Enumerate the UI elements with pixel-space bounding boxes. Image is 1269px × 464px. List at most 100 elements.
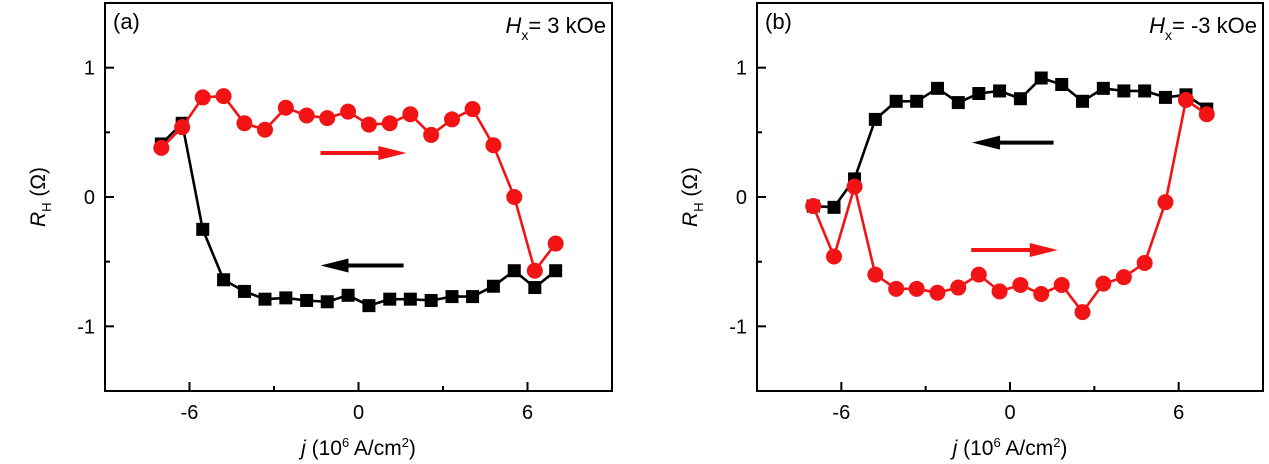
data-point-circle xyxy=(444,111,461,128)
x-axis-unit: ) xyxy=(1060,437,1067,460)
data-point-circle xyxy=(174,119,191,136)
x-axis-label: j (106 A/cm2) xyxy=(950,435,1068,460)
x-tick-label: 0 xyxy=(1004,402,1015,424)
y-tick-label: -1 xyxy=(729,316,747,338)
field-symbol: H xyxy=(505,13,521,38)
arrow-head xyxy=(972,135,1001,150)
data-point-circle xyxy=(1095,275,1112,292)
data-point-circle xyxy=(1053,276,1070,293)
data-point-square xyxy=(549,264,563,278)
x-tick-label: 6 xyxy=(1173,402,1184,424)
data-point-square xyxy=(486,279,500,293)
data-point-square xyxy=(972,87,986,101)
y-tick-label: 0 xyxy=(84,187,95,209)
field-annotation: Hx= 3 kOe xyxy=(505,13,606,43)
data-point-square xyxy=(341,288,355,302)
data-point-circle xyxy=(846,178,863,195)
x-axis-superscript: 2 xyxy=(1053,435,1060,450)
x-axis-symbol: j xyxy=(298,437,307,460)
data-point-circle xyxy=(1033,286,1050,302)
arrow-head xyxy=(320,258,349,273)
data-point-square xyxy=(237,284,251,298)
arrow-left-icon xyxy=(320,258,404,273)
y-axis-subscript: H xyxy=(691,202,706,211)
plot-frame xyxy=(104,2,613,392)
y-tick-label: 1 xyxy=(736,58,747,80)
y-tick-label: 0 xyxy=(736,187,747,209)
x-axis-superscript: 2 xyxy=(402,435,409,450)
data-point-square xyxy=(1034,71,1048,85)
data-point-square xyxy=(507,264,521,278)
arrow-right-icon xyxy=(971,243,1058,258)
series-line xyxy=(160,94,557,273)
data-point-square xyxy=(951,96,965,110)
data-point-circle xyxy=(1177,92,1194,108)
field-subscript: x xyxy=(1165,27,1172,43)
plot-frame xyxy=(756,2,1264,392)
y-axis-label: RH (Ω) xyxy=(27,167,54,227)
panel-label: (a) xyxy=(113,9,140,34)
data-point-circle xyxy=(1115,269,1132,286)
data-point-square xyxy=(217,273,231,287)
data-point-circle xyxy=(1012,276,1029,293)
field-annotation: Hx= -3 kOe xyxy=(1149,13,1257,43)
x-tick-label: -6 xyxy=(181,402,199,424)
data-point-square xyxy=(424,293,438,307)
data-point-circle xyxy=(153,139,170,156)
data-point-square xyxy=(1076,94,1090,108)
data-point-circle xyxy=(464,101,481,118)
series-square xyxy=(806,71,1214,214)
data-point-square xyxy=(993,84,1007,98)
y-tick-label: 1 xyxy=(84,58,95,80)
data-point-square xyxy=(466,290,480,304)
data-point-square xyxy=(1138,84,1152,98)
y-axis-symbol: R xyxy=(27,212,50,227)
data-point-circle xyxy=(867,266,884,283)
data-point-square xyxy=(827,200,841,214)
series-circle xyxy=(805,92,1215,321)
field-symbol: H xyxy=(1149,13,1165,38)
data-point-square xyxy=(362,299,376,313)
data-point-circle xyxy=(256,121,273,138)
data-point-circle xyxy=(298,107,315,124)
data-point-circle xyxy=(888,280,905,297)
data-point-square xyxy=(300,293,314,307)
y-axis-unit: (Ω) xyxy=(27,167,50,203)
data-point-circle xyxy=(1136,254,1153,271)
data-point-square xyxy=(1096,81,1110,95)
data-point-circle xyxy=(319,110,336,127)
arrow-left-icon xyxy=(972,135,1054,150)
arrow-head xyxy=(1029,243,1058,258)
x-axis-unit: A/cm xyxy=(349,437,402,460)
data-point-square xyxy=(279,291,293,305)
x-axis-symbol: j xyxy=(950,437,959,460)
x-axis-superscript: 6 xyxy=(993,435,1000,450)
data-point-square xyxy=(1158,90,1172,104)
series-circle xyxy=(153,88,564,279)
data-point-circle xyxy=(506,189,523,205)
data-point-square xyxy=(383,292,397,306)
data-point-circle xyxy=(381,115,398,132)
x-tick-label: -6 xyxy=(832,402,850,424)
field-value: = -3 kOe xyxy=(1172,13,1257,38)
data-point-square xyxy=(445,290,459,304)
data-point-circle xyxy=(1074,304,1091,321)
y-axis-subscript: H xyxy=(39,202,54,211)
x-axis-label: j (106 A/cm2) xyxy=(298,435,416,460)
data-point-square xyxy=(528,281,542,295)
data-point-circle xyxy=(547,235,564,252)
data-point-circle xyxy=(402,106,419,123)
data-point-circle xyxy=(340,103,357,120)
data-point-square xyxy=(910,94,924,108)
x-tick-label: 6 xyxy=(522,402,533,424)
data-point-circle xyxy=(970,266,987,283)
x-axis-unit: A/cm xyxy=(1001,437,1054,460)
data-point-circle xyxy=(929,284,946,301)
y-axis-unit: (Ω) xyxy=(679,167,702,203)
data-point-circle xyxy=(215,88,232,105)
y-axis-label: RH (Ω) xyxy=(679,167,706,227)
data-point-circle xyxy=(991,283,1008,300)
x-tick-label: 0 xyxy=(353,402,364,424)
y-axis-symbol: R xyxy=(679,212,702,227)
